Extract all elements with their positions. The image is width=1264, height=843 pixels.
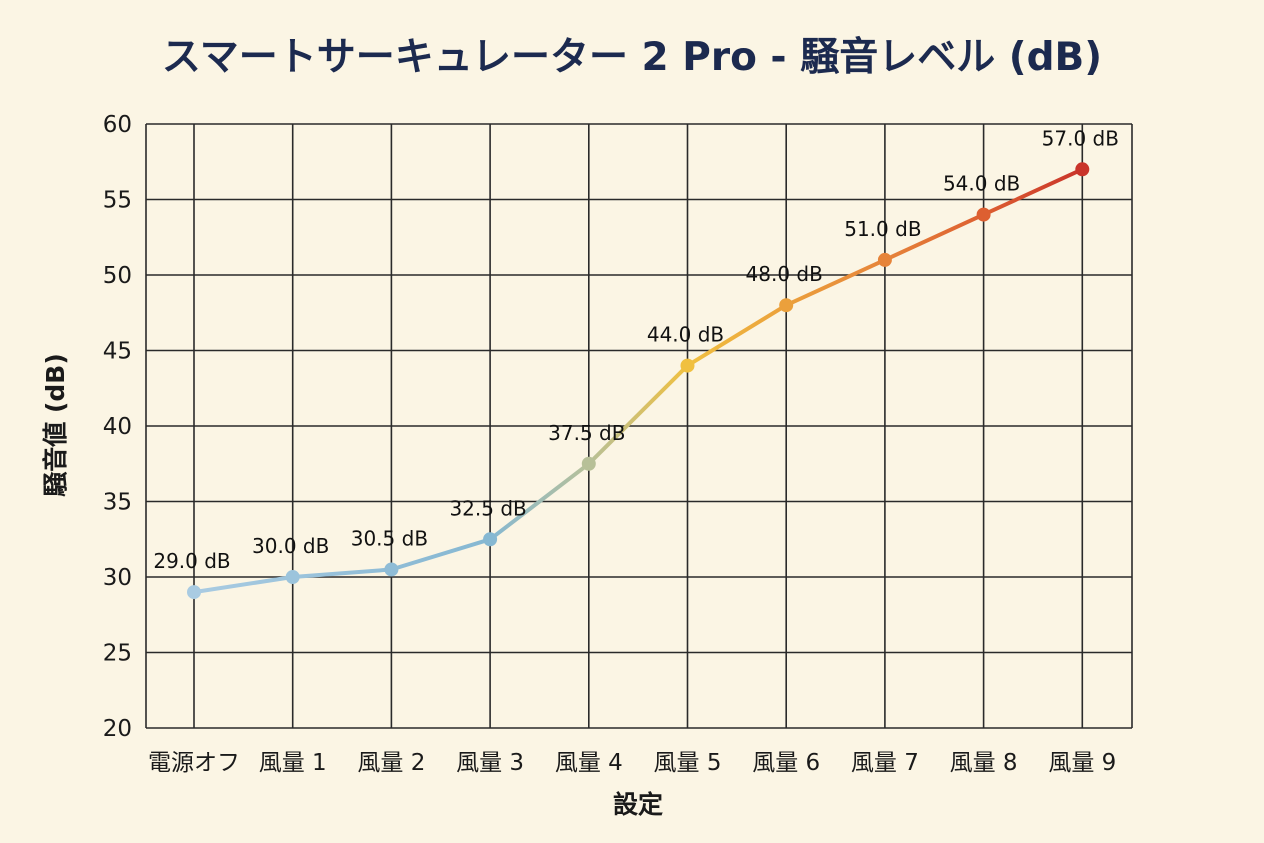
data-label: 57.0 dB xyxy=(1042,126,1119,150)
data-label: 30.5 dB xyxy=(351,526,428,550)
x-tick-label: 風量 3 xyxy=(456,750,524,776)
data-point xyxy=(384,562,399,577)
data-label: 44.0 dB xyxy=(647,323,724,347)
y-axis-label: 騒音値 (dB) xyxy=(41,353,70,497)
x-axis-ticks: 電源オフ 風量 1 風量 2 風量 3 風量 4 風量 5 風量 6 風量 7 風量 8 風量 9 xyxy=(148,750,1116,776)
data-point xyxy=(581,456,596,471)
data-point xyxy=(285,570,300,584)
y-axis-ticks: 20 25 30 35 40 45 50 55 60 xyxy=(103,112,132,742)
y-tick-label: 60 xyxy=(103,112,132,138)
x-tick-label: 風量 4 xyxy=(555,750,623,776)
x-tick-label: 風量 8 xyxy=(950,750,1018,776)
x-tick-label: 風量 7 xyxy=(851,750,919,776)
data-label: 29.0 dB xyxy=(153,549,230,573)
y-tick-label: 20 xyxy=(103,716,132,742)
data-label: 37.5 dB xyxy=(548,421,625,445)
y-tick-label: 45 xyxy=(103,339,132,365)
data-label: 32.5 dB xyxy=(449,496,526,520)
y-tick-label: 40 xyxy=(103,414,132,440)
data-point xyxy=(187,585,201,600)
data-label: 30.0 dB xyxy=(252,534,329,558)
y-tick-label: 35 xyxy=(103,490,132,516)
series-line xyxy=(192,167,1085,595)
data-points xyxy=(187,162,1090,600)
x-tick-label: 風量 1 xyxy=(259,750,327,776)
data-point xyxy=(1075,162,1090,177)
x-tick-label: 風量 9 xyxy=(1048,750,1116,776)
y-tick-label: 25 xyxy=(103,641,132,667)
data-point xyxy=(877,252,892,267)
x-tick-label: 電源オフ xyxy=(148,750,240,776)
data-label: 54.0 dB xyxy=(943,172,1020,196)
x-tick-label: 風量 5 xyxy=(654,750,722,776)
data-point xyxy=(680,358,695,373)
x-tick-label: 風量 6 xyxy=(752,750,820,776)
y-tick-label: 55 xyxy=(103,188,132,214)
x-axis-label: 設定 xyxy=(613,790,663,819)
data-point xyxy=(483,532,498,547)
data-labels: 29.0 dB 30.0 dB 30.5 dB 32.5 dB 37.5 dB 44.0 … xyxy=(153,126,1119,573)
y-tick-label: 30 xyxy=(103,565,132,591)
data-label: 51.0 dB xyxy=(844,217,921,241)
data-point xyxy=(779,298,794,313)
chart-title: スマートサーキュレーター 2 Pro - 騒音レベル (dB) xyxy=(162,35,1102,80)
grid xyxy=(145,123,1133,729)
data-label: 48.0 dB xyxy=(746,262,823,286)
y-tick-label: 50 xyxy=(103,263,132,289)
x-tick-label: 風量 2 xyxy=(357,750,425,776)
data-point xyxy=(976,207,991,222)
